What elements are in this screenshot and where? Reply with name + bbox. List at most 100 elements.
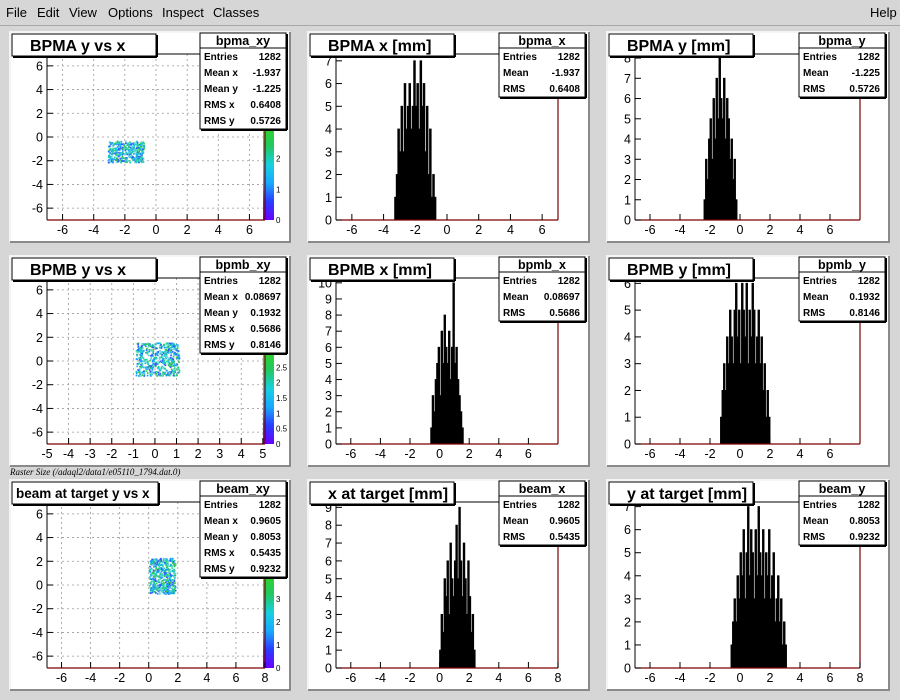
stats-key: Entries (204, 276, 238, 287)
heatmap-cell (173, 353, 176, 355)
stats-value: 0.8146 (849, 308, 880, 319)
heatmap-cell (162, 362, 164, 364)
heatmap-cell (158, 576, 161, 579)
heatmap-cell (142, 357, 145, 360)
heatmap-cell (151, 354, 153, 356)
menu-help[interactable]: Help (870, 5, 897, 20)
heatmap-cell (164, 578, 166, 581)
heatmap-cell (129, 161, 132, 164)
heatmap-cell (132, 142, 135, 145)
heatmap-cell (152, 349, 155, 351)
y-tick-label: -4 (32, 178, 43, 192)
heatmap-cell (139, 373, 141, 375)
x-tick-label: 0 (436, 671, 443, 685)
heatmap-cell (142, 370, 145, 373)
heatmap-cell (172, 582, 174, 584)
menu-view[interactable]: View (69, 5, 97, 20)
heatmap-cell (167, 592, 170, 595)
heatmap-cell (173, 559, 176, 562)
stats-key: Mean (803, 292, 829, 303)
heatmap-cell (171, 357, 174, 360)
heatmap-cell (153, 566, 155, 568)
heatmap-cell (133, 157, 135, 159)
y-tick-label: 6 (624, 523, 631, 537)
x-tick-label: 4 (495, 447, 502, 461)
heatmap-cell (136, 143, 139, 146)
heatmap-cell (169, 363, 172, 366)
heatmap-cell (118, 144, 121, 147)
heatmap-cell (125, 142, 127, 145)
heatmap-cell (139, 358, 142, 361)
heatmap-cell (165, 343, 168, 346)
heatmap-cell (146, 366, 149, 369)
x-tick-label: 4 (797, 671, 804, 685)
heatmap-cell (169, 592, 172, 594)
heatmap-cell (118, 146, 120, 149)
y-tick-label: 2 (624, 384, 631, 398)
heatmap-cell (167, 349, 170, 352)
heatmap-cell (118, 151, 120, 154)
pad-bevel-light (307, 255, 589, 466)
heatmap-cell (163, 582, 165, 584)
heatmap-cell (152, 569, 155, 572)
heatmap-cell (171, 346, 173, 349)
heatmap-cell (167, 574, 170, 577)
heatmap-cell (177, 368, 179, 371)
y-tick-label: 0 (36, 131, 43, 145)
heatmap-cell (167, 574, 169, 576)
heatmap-cell (137, 153, 140, 155)
colorbar-tick-label: 0 (276, 664, 281, 673)
menu-inspect[interactable]: Inspect (162, 5, 204, 20)
heatmap-cell (111, 161, 114, 163)
y-tick-label: 2 (325, 168, 332, 182)
y-tick-label: 5 (624, 112, 631, 126)
menu-edit[interactable]: Edit (37, 5, 60, 20)
heatmap-cell (152, 590, 154, 593)
root-canvas[interactable]: Raster Size (/adaql2/data1/e05110_1794.d… (0, 26, 900, 700)
heatmap-cell (161, 582, 164, 585)
heatmap-cell (166, 356, 168, 359)
stats-value: 1282 (558, 52, 581, 63)
heatmap-cell (163, 572, 166, 574)
heatmap-cell (140, 354, 143, 357)
x-tick-label: -6 (56, 671, 67, 685)
heatmap-cell (140, 346, 143, 349)
heatmap-cell (172, 560, 175, 563)
y-tick-label: 4 (36, 307, 43, 321)
stats-key: RMS y (204, 564, 235, 575)
heatmap-cell (169, 571, 172, 573)
canvas-svg[interactable]: Raster Size (/adaql2/data1/e05110_1794.d… (0, 26, 900, 700)
raster-size-label: Raster Size (/adaql2/data1/e05110_1794.d… (9, 467, 180, 477)
heatmap-cell (145, 343, 148, 345)
stats-value: 1282 (259, 52, 282, 63)
heatmap-cell (163, 567, 166, 570)
heatmap-cell (136, 144, 139, 147)
heatmap-cell (140, 152, 143, 155)
pad-title: BPMB x [mm] (328, 262, 432, 279)
heatmap-cell (169, 373, 171, 376)
menu-classes[interactable]: Classes (213, 5, 260, 20)
heatmap-cell (139, 158, 142, 161)
menu-file[interactable]: File (6, 5, 27, 20)
heatmap-cell (145, 351, 147, 354)
heatmap-cell (161, 564, 164, 566)
heatmap-cell (153, 585, 156, 587)
heatmap-cell (154, 578, 157, 580)
heatmap-cell (158, 584, 161, 586)
heatmap-cell (171, 359, 174, 362)
heatmap-cell (164, 364, 167, 367)
menu-options[interactable]: Options (108, 5, 153, 20)
heatmap-cell (172, 562, 174, 565)
heatmap-cell (174, 369, 177, 372)
heatmap-cell (108, 155, 110, 158)
heatmap-cell (152, 350, 155, 353)
y-tick-label: 2 (325, 405, 332, 419)
heatmap-cell (174, 573, 177, 575)
heatmap-cell (167, 572, 170, 574)
heatmap-cell (151, 349, 153, 352)
heatmap-cell (153, 559, 155, 562)
y-tick-label: 6 (36, 59, 43, 73)
pad-bevel-light (307, 479, 589, 690)
heatmap-cell (128, 154, 131, 156)
heatmap-cell (168, 585, 170, 588)
